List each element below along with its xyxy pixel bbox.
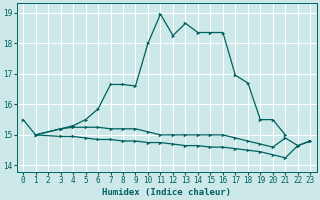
X-axis label: Humidex (Indice chaleur): Humidex (Indice chaleur)	[102, 188, 231, 197]
